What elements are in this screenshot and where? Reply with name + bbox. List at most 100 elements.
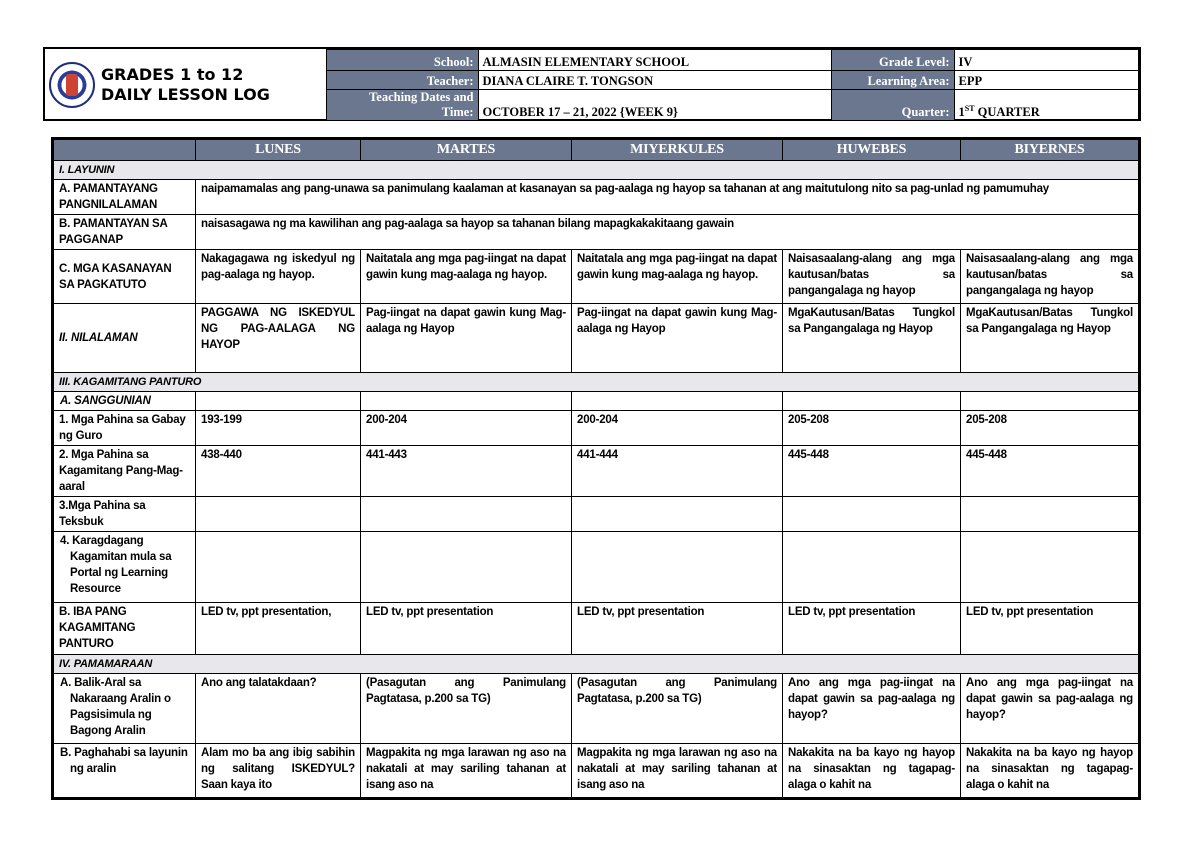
cell-miyerkules	[571, 496, 783, 532]
cell-lunes: LED tv, ppt presentation,	[195, 602, 361, 655]
school-label: School:	[325, 49, 479, 71]
table-row: 4. Karagdagang Kagamitan mula sa Portal …	[53, 531, 1139, 603]
cell-biyernes: Nakakita na ba kayo ng hayop na sinasakt…	[960, 743, 1139, 798]
cell-lunes	[195, 531, 361, 603]
quarter-label: Quarter:	[830, 89, 955, 121]
row-label: 3.Mga Pahina sa Teksbuk	[53, 496, 196, 532]
table-row: II. NILALAMAN PAGGAWA NG ISKEDYUL NG PAG-…	[53, 303, 1139, 373]
row-label: A. PAMANTAYANG PANGNILALAMAN	[53, 179, 196, 215]
table-row: A. PAMANTAYANG PANGNILALAMAN naipamamalas…	[53, 179, 1139, 215]
table-row: 1. Mga Pahina sa Gabay ng Guro 193-199 200…	[53, 410, 1139, 446]
cell-biyernes	[960, 531, 1139, 603]
row-label: C. MGA KASANAYAN SA PAGKATUTO	[53, 249, 196, 304]
title-line-1: GRADES 1 to 12	[101, 65, 244, 84]
row-label: B. Paghahabi sa layunin ng aralin	[53, 743, 196, 798]
cell-miyerkules: 200-204	[571, 410, 783, 446]
table-row: 3.Mga Pahina sa Teksbuk	[53, 496, 1139, 532]
cell-martes: Magpakita ng mga larawan ng aso na nakat…	[360, 743, 572, 798]
row-span-text: naisasagawa ng ma kawilihan ang pag-aala…	[195, 214, 1139, 250]
teacher-label: Teacher:	[325, 70, 479, 90]
cell-martes: 200-204	[360, 410, 572, 446]
grade-level-value: IV	[953, 49, 1139, 71]
quarter-number: 1	[958, 105, 965, 119]
dates-label: Teaching Dates and Time:	[325, 89, 479, 121]
table-row: 2. Mga Pahina sa Kagamitang Pang-Mag-aar…	[53, 445, 1139, 497]
day-header-miyerkules: MIYERKULES	[571, 139, 783, 161]
lesson-log-header: GRADES 1 to 12 DAILY LESSON LOG School: A…	[43, 47, 1141, 121]
header-logo-title: GRADES 1 to 12 DAILY LESSON LOG	[45, 49, 327, 121]
deped-seal-logo	[49, 62, 95, 108]
cell-miyerkules: (Pasagutan ang Panimulang Pagtatasa, p.2…	[571, 673, 783, 744]
learning-area-value: EPP	[953, 70, 1139, 90]
section-row: III. KAGAMITANG PANTURO	[53, 372, 1139, 392]
cell-biyernes: MgaKautusan/Batas Tungkol sa Pangangalag…	[960, 303, 1139, 373]
day-header-huwebes: HUWEBES	[782, 139, 961, 161]
section-heading: I. LAYUNIN	[53, 160, 1139, 180]
row-label: II. NILALAMAN	[53, 303, 196, 373]
cell-lunes: 438-440	[195, 445, 361, 497]
cell-martes: Pag-iingat na dapat gawin kung Mag-aalag…	[360, 303, 572, 373]
cell-martes: Naitatala ang mga pag-iingat na dapat ga…	[360, 249, 572, 304]
quarter-text: QUARTER	[974, 105, 1040, 119]
corner-cell	[53, 139, 196, 161]
cell-huwebes	[782, 531, 961, 603]
table-row: A. SANGGUNIAN	[53, 391, 1139, 411]
cell-miyerkules: Naitatala ang mga pag-iingat na dapat ga…	[571, 249, 783, 304]
row-label: 1. Mga Pahina sa Gabay ng Guro	[53, 410, 196, 446]
row-span-text: naipamamalas ang pang-unawa sa panimulan…	[195, 179, 1139, 215]
cell-martes: 441-443	[360, 445, 572, 497]
day-header-lunes: LUNES	[195, 139, 361, 161]
section-heading: III. KAGAMITANG PANTURO	[53, 372, 1139, 392]
lesson-log-table: LUNES MARTES MIYERKULES HUWEBES BIYERNES I. L…	[51, 137, 1141, 800]
school-value: ALMASIN ELEMENTARY SCHOOL	[477, 49, 832, 71]
section-row: IV. PAMAMARAAN	[53, 654, 1139, 674]
cell-miyerkules	[571, 391, 783, 411]
cell-martes	[360, 391, 572, 411]
cell-martes: LED tv, ppt presentation	[360, 602, 572, 655]
day-header-martes: MARTES	[360, 139, 572, 161]
row-label: A. SANGGUNIAN	[53, 391, 196, 411]
cell-huwebes: Ano ang mga pag-iingat na dapat gawin sa…	[782, 673, 961, 744]
cell-huwebes: LED tv, ppt presentation	[782, 602, 961, 655]
day-header-biyernes: BIYERNES	[960, 139, 1139, 161]
cell-lunes: Ano ang talatakdaan?	[195, 673, 361, 744]
cell-huwebes	[782, 496, 961, 532]
cell-biyernes	[960, 496, 1139, 532]
teacher-value: DIANA CLAIRE T. TONGSON	[477, 70, 832, 90]
row-label: A. Balik-Aral sa Nakaraang Aralin o Pags…	[53, 673, 196, 744]
cell-miyerkules: 441-444	[571, 445, 783, 497]
cell-biyernes: LED tv, ppt presentation	[960, 602, 1139, 655]
table-row: A. Balik-Aral sa Nakaraang Aralin o Pags…	[53, 673, 1139, 744]
cell-martes	[360, 496, 572, 532]
cell-huwebes: Naisasaalang-alang ang mga kautusan/bata…	[782, 249, 961, 304]
row-label: B. IBA PANG KAGAMITANG PANTURO	[53, 602, 196, 655]
cell-huwebes	[782, 391, 961, 411]
section-row: I. LAYUNIN	[53, 160, 1139, 180]
cell-miyerkules: Magpakita ng mga larawan ng aso na nakat…	[571, 743, 783, 798]
cell-lunes: 193-199	[195, 410, 361, 446]
cell-huwebes: 445-448	[782, 445, 961, 497]
cell-miyerkules	[571, 531, 783, 603]
cell-biyernes: Naisasaalang-alang ang mga kautusan/bata…	[960, 249, 1139, 304]
cell-huwebes: Nakakita na ba kayo ng hayop na sinasakt…	[782, 743, 961, 798]
row-label: 4. Karagdagang Kagamitan mula sa Portal …	[53, 531, 196, 603]
cell-lunes: Alam mo ba ang ibig sabihin ng salitang …	[195, 743, 361, 798]
table-row: B. Paghahabi sa layunin ng aralin Alam mo…	[53, 743, 1139, 798]
dates-label-1: Teaching Dates and	[369, 90, 474, 104]
title-line-2: DAILY LESSON LOG	[101, 85, 270, 104]
section-heading: IV. PAMAMARAAN	[53, 654, 1139, 674]
grade-level-label: Grade Level:	[830, 49, 955, 71]
cell-lunes	[195, 496, 361, 532]
cell-huwebes: 205-208	[782, 410, 961, 446]
quarter-value: 1ST QUARTER	[953, 89, 1139, 121]
cell-biyernes	[960, 391, 1139, 411]
cell-miyerkules: LED tv, ppt presentation	[571, 602, 783, 655]
cell-martes: (Pasagutan ang Panimulang Pagtatasa, p.2…	[360, 673, 572, 744]
quarter-suffix: ST	[964, 103, 975, 113]
cell-huwebes: MgaKautusan/Batas Tungkol sa Pangangalag…	[782, 303, 961, 373]
cell-biyernes: 445-448	[960, 445, 1139, 497]
cell-biyernes: 205-208	[960, 410, 1139, 446]
cell-lunes: Nakagagawa ng iskedyul ng pag-aalaga ng …	[195, 249, 361, 304]
row-label: 2. Mga Pahina sa Kagamitang Pang-Mag-aar…	[53, 445, 196, 497]
dates-label-2: Time:	[441, 105, 474, 119]
